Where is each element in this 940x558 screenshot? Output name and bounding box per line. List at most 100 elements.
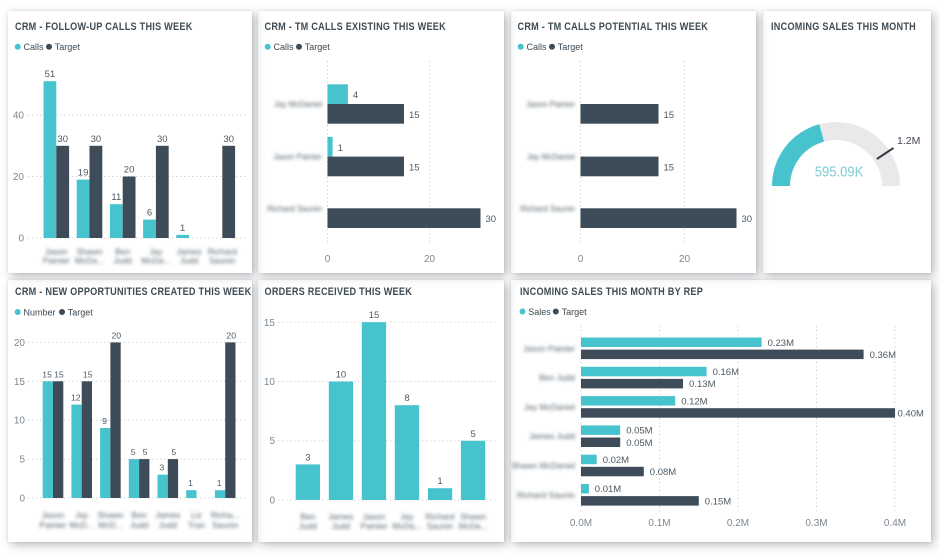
svg-text:Calls: Calls: [274, 42, 295, 52]
svg-text:0.4M: 0.4M: [884, 518, 906, 529]
svg-text:Saunin: Saunin: [209, 256, 236, 266]
svg-text:Jay: Jay: [149, 247, 163, 257]
svg-text:Ben: Ben: [115, 247, 130, 257]
svg-text:595.09K: 595.09K: [815, 164, 864, 180]
svg-text:19: 19: [78, 168, 89, 179]
svg-text:Jay McDaniel: Jay McDaniel: [274, 100, 322, 109]
svg-text:5: 5: [19, 455, 25, 466]
svg-text:15: 15: [83, 369, 93, 379]
svg-text:Ben Judd: Ben Judd: [539, 373, 575, 383]
svg-text:0: 0: [18, 234, 24, 245]
svg-text:Richard Saunin: Richard Saunin: [267, 204, 322, 213]
svg-text:McDa...: McDa...: [75, 256, 104, 266]
svg-text:James: James: [328, 512, 353, 522]
svg-text:Number: Number: [24, 308, 56, 318]
svg-text:James: James: [155, 510, 180, 520]
svg-text:0.3M: 0.3M: [805, 518, 827, 529]
svg-text:9: 9: [102, 416, 107, 426]
svg-text:Judd: Judd: [180, 256, 199, 266]
svg-text:Shawn: Shawn: [97, 510, 123, 520]
svg-text:0.36M: 0.36M: [870, 350, 896, 361]
svg-text:Richard Saunin: Richard Saunin: [517, 490, 575, 500]
svg-text:0.1M: 0.1M: [648, 518, 670, 529]
svg-text:51: 51: [45, 69, 56, 80]
svg-text:0: 0: [578, 254, 584, 265]
svg-text:Target: Target: [68, 308, 94, 318]
svg-text:Jay McDaniel: Jay McDaniel: [524, 402, 575, 412]
svg-text:20: 20: [124, 165, 135, 176]
svg-text:0.16M: 0.16M: [713, 367, 739, 378]
svg-text:0.0M: 0.0M: [570, 518, 592, 529]
svg-text:McD...: McD...: [98, 520, 123, 530]
svg-text:15: 15: [664, 110, 675, 121]
svg-text:Target: Target: [305, 42, 331, 52]
svg-text:20: 20: [424, 254, 436, 265]
svg-text:30: 30: [157, 134, 168, 145]
svg-text:5: 5: [269, 436, 275, 447]
svg-text:Jason: Jason: [45, 247, 68, 257]
svg-text:0.01M: 0.01M: [595, 484, 621, 495]
svg-text:30: 30: [486, 214, 497, 225]
svg-text:Richard Saunin: Richard Saunin: [520, 204, 575, 213]
svg-text:20: 20: [679, 254, 691, 265]
svg-text:1: 1: [338, 143, 343, 154]
svg-text:Jason Painter: Jason Painter: [523, 343, 575, 353]
svg-text:Richard: Richard: [425, 512, 455, 522]
svg-text:Shawn: Shawn: [460, 512, 486, 522]
svg-text:0.08M: 0.08M: [650, 467, 676, 478]
svg-text:30: 30: [223, 134, 234, 145]
svg-text:0.15M: 0.15M: [705, 496, 731, 507]
svg-text:0.05M: 0.05M: [626, 438, 652, 449]
svg-text:20: 20: [13, 172, 25, 183]
svg-text:Judd: Judd: [332, 521, 351, 531]
svg-text:1.2M: 1.2M: [897, 135, 920, 147]
svg-text:0: 0: [269, 496, 275, 507]
svg-text:Target: Target: [558, 42, 584, 52]
svg-text:Jay: Jay: [75, 510, 89, 520]
svg-text:Painter: Painter: [361, 521, 388, 531]
svg-text:McDa...: McDa...: [392, 521, 421, 531]
svg-text:15: 15: [369, 310, 380, 321]
svg-text:12: 12: [71, 393, 81, 403]
svg-text:15: 15: [54, 369, 64, 379]
svg-text:15: 15: [264, 318, 276, 329]
svg-text:Painter: Painter: [43, 256, 70, 266]
svg-text:1: 1: [217, 478, 222, 488]
svg-text:0.02M: 0.02M: [603, 455, 629, 466]
svg-text:0.13M: 0.13M: [689, 379, 715, 390]
svg-text:5: 5: [131, 447, 136, 457]
svg-text:Target: Target: [55, 42, 81, 52]
svg-text:Tran: Tran: [188, 520, 205, 530]
svg-text:Calls: Calls: [24, 42, 45, 52]
svg-text:15: 15: [664, 162, 675, 173]
svg-text:6: 6: [147, 208, 152, 219]
svg-text:Calls: Calls: [527, 42, 548, 52]
svg-text:James: James: [177, 247, 202, 257]
svg-text:Liz: Liz: [191, 510, 202, 520]
svg-text:11: 11: [111, 192, 121, 203]
svg-text:Jason: Jason: [42, 510, 65, 520]
svg-text:0.40M: 0.40M: [898, 408, 924, 419]
svg-text:15: 15: [409, 110, 420, 121]
svg-text:10: 10: [264, 377, 276, 388]
svg-text:1: 1: [180, 223, 185, 234]
svg-text:0.23M: 0.23M: [768, 338, 794, 349]
svg-text:CRM - FOLLOW-UP CALLS THIS WEE: CRM - FOLLOW-UP CALLS THIS WEEK: [15, 21, 193, 33]
svg-text:Jason Painter: Jason Painter: [273, 153, 322, 162]
svg-text:5: 5: [470, 429, 475, 440]
svg-text:Richa...: Richa...: [211, 510, 240, 520]
svg-text:Shawn: Shawn: [77, 247, 103, 257]
svg-text:Jason: Jason: [363, 512, 386, 522]
svg-text:Judd: Judd: [113, 256, 132, 266]
svg-text:40: 40: [13, 111, 25, 122]
svg-text:CRM - TM CALLS EXISTING THIS W: CRM - TM CALLS EXISTING THIS WEEK: [265, 21, 447, 33]
svg-text:30: 30: [742, 214, 753, 225]
svg-text:10: 10: [336, 370, 347, 381]
svg-text:3: 3: [159, 463, 164, 473]
svg-text:McDa...: McDa...: [141, 256, 170, 266]
svg-text:30: 30: [57, 134, 68, 145]
svg-text:4: 4: [353, 90, 358, 101]
svg-text:Saunin: Saunin: [212, 520, 239, 530]
svg-text:20: 20: [226, 330, 236, 340]
svg-text:1: 1: [188, 478, 193, 488]
